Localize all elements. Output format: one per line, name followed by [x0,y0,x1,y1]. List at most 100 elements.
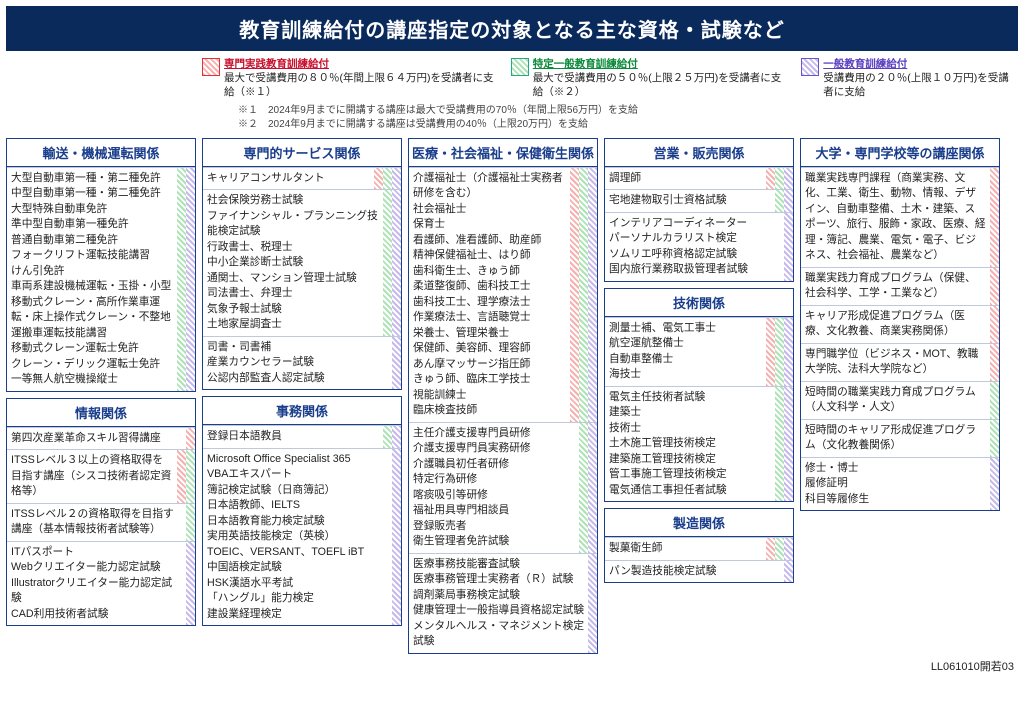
list-item: 専門職学位（ビジネス・MOT、教職大学院、法科大学院など） [805,347,986,378]
panel-medical: 医療・社会福祉・保健衛生関係介護福祉士（介護福祉士実務者研修を含む）社会福祉士保… [408,138,598,654]
list-item: 日本語教師、IELTS [207,498,388,514]
category-stripe-green [579,168,588,422]
category-stripe-purple [588,554,597,653]
list-item: 調剤薬局事務検定試験 [413,588,584,604]
category-stripe-purple [784,168,793,190]
legend-desc-purple: 受講費用の２０％(上限１０万円)を受講者に支給 [823,72,1009,98]
category-stripe-purple [392,190,401,336]
list-item: 製菓衛生師 [609,541,762,557]
category-stripe-red [374,168,383,190]
list-item: 中型自動車第一種・第二種免許 [11,186,173,202]
list-item: 測量士補、電気工事士 [609,321,762,337]
list-item: 電気通信工事担任者試験 [609,483,771,499]
category-stripe-purple [392,337,401,390]
category-stripe-green [383,426,392,448]
list-item: 日本語教育能力検定試験 [207,514,388,530]
category-stripe-red [766,318,775,386]
list-item: きゅう師、臨床工学技士 [413,372,566,388]
list-item: 衛生管理者免許試験 [413,534,575,550]
list-item: 自動車整備士 [609,352,762,368]
category-stripe-purple [392,168,401,190]
legend: 専門実践教育訓練給付 最大で受講費用の８０％(年間上限６４万円)を受講者に支給（… [202,57,1018,100]
list-item: 大型特殊自動車免許 [11,202,173,218]
category-stripe-purple [784,318,793,386]
list-item: 科目等履修生 [805,492,986,508]
category-stripe-green [177,168,186,391]
list-item: キャリアコンサルタント [207,171,370,187]
list-item: ITSSレベル３以上の資格取得を目指す講座（シスコ技術者認定資格等） [11,453,173,500]
category-stripe-purple [588,423,597,553]
category-stripe-purple [588,168,597,422]
list-item: 介護職員初任者研修 [413,457,575,473]
list-item: 「ハングル」能力検定 [207,591,388,607]
list-item: 保健師、美容師、理容師 [413,341,566,357]
list-item: 視能訓練士 [413,388,566,404]
category-stripe-green [990,382,999,419]
list-item: 簿記検定試験（日商簿記） [207,483,388,499]
legend-swatch-green [511,58,529,76]
list-item: 歯科技工士、理学療法士 [413,295,566,311]
list-item: 社会福祉士 [413,202,566,218]
doc-code: LL061010開若03 [6,658,1018,674]
panel-it: 情報関係第四次産業革命スキル習得講座ITSSレベル３以上の資格取得を目指す講座（… [6,398,196,627]
category-stripe-red [177,450,186,503]
legend-swatch-red [202,58,220,76]
list-item: 主任介護支援専門員研修 [413,426,575,442]
panel-title: 医療・社会福祉・保健衛生関係 [409,139,597,167]
panel-prof-service: 専門的サービス関係キャリアコンサルタント社会保険労務士試験ファイナンシャル・プラ… [202,138,402,391]
list-item: 建築士 [609,405,771,421]
category-stripe-green [383,168,392,190]
list-item: 宅地建物取引士資格試験 [609,193,771,209]
category-stripe-green [775,190,784,212]
panel-transport: 輸送・機械運転関係大型自動車第一種・第二種免許中型自動車第一種・第二種免許大型特… [6,138,196,392]
list-item: Illustratorクリエイター能力認定試験 [11,576,182,607]
list-item: 実用英語技能検定（英検） [207,529,388,545]
list-item: 建設業経理検定 [207,607,388,623]
list-item: メンタルヘルス・マネジメント検定試験 [413,619,584,650]
list-item: 公認内部監査人認定試験 [207,371,388,387]
list-item: 栄養士、管理栄養士 [413,326,566,342]
category-stripe-red [186,428,195,450]
list-item: 短時間のキャリア形成促進プログラム（文化教養関係） [805,423,986,454]
list-item: TOEIC、VERSANT、TOEFL iBT [207,545,388,561]
legend-desc-green: 最大で受講費用の５０％(上限２５万円)を受講者に支給（※２） [533,72,782,98]
list-item: 準中型自動車第一種免許 [11,217,173,233]
category-stripe-purple [392,449,401,626]
list-item: クレーン・デリック運転士免許 [11,357,173,373]
list-item: 司法書士、弁理士 [207,286,379,302]
legend-desc-red: 最大で受講費用の８０％(年間上限６４万円)を受講者に支給（※１） [224,72,494,98]
list-item: 移動式クレーン運転士免許 [11,341,173,357]
list-item: パン製造技能検定試験 [609,564,780,580]
list-item: 中小企業診断士試験 [207,255,379,271]
category-stripe-purple [392,426,401,448]
list-item: 福祉用具専門相談員 [413,503,575,519]
legend-title-green: 特定一般教育訓練給付 [533,58,638,70]
list-item: 技術士 [609,421,771,437]
list-item: 介護支援専門員実務研修 [413,441,575,457]
list-item: 大型自動車第一種・第二種免許 [11,171,173,187]
category-stripe-purple [784,561,793,583]
list-item: Microsoft Office Specialist 365 [207,452,388,468]
list-item: HSK漢語水平考試 [207,576,388,592]
list-item: 介護福祉士（介護福祉士実務者研修を含む） [413,171,566,202]
category-stripe-green [990,420,999,457]
category-stripe-green [775,387,784,502]
panel-sales: 営業・販売関係調理師宅地建物取引士資格試験インテリアコーディネーターパーソナルカ… [604,138,794,282]
category-stripe-purple [990,458,999,511]
panel-office: 事務関係登録日本語教員Microsoft Office Specialist 3… [202,396,402,626]
category-stripe-red [990,306,999,343]
page-title: 教育訓練給付の講座指定の対象となる主な資格・試験など [6,6,1018,51]
panel-title: 情報関係 [7,399,195,427]
panel-tech: 技術関係測量士補、電気工事士航空運航整備士自動車整備士海技士電気主任技術者試験建… [604,288,794,503]
list-item: 履修証明 [805,476,986,492]
list-item: CAD利用技術者試験 [11,607,182,623]
list-item: ソムリエ呼称資格認定試験 [609,247,780,263]
list-item: パーソナルカラリスト検定 [609,231,780,247]
list-item: 通関士、マンション管理士試験 [207,271,379,287]
list-item: 医療事務管理士実務者（Ｒ）試験 [413,572,584,588]
category-stripe-green [775,538,784,560]
list-item: あん摩マッサージ指圧師 [413,357,566,373]
list-item: Webクリエイター能力認定試験 [11,560,182,576]
list-item: 調理師 [609,171,762,187]
list-item: けん引免許 [11,264,173,280]
